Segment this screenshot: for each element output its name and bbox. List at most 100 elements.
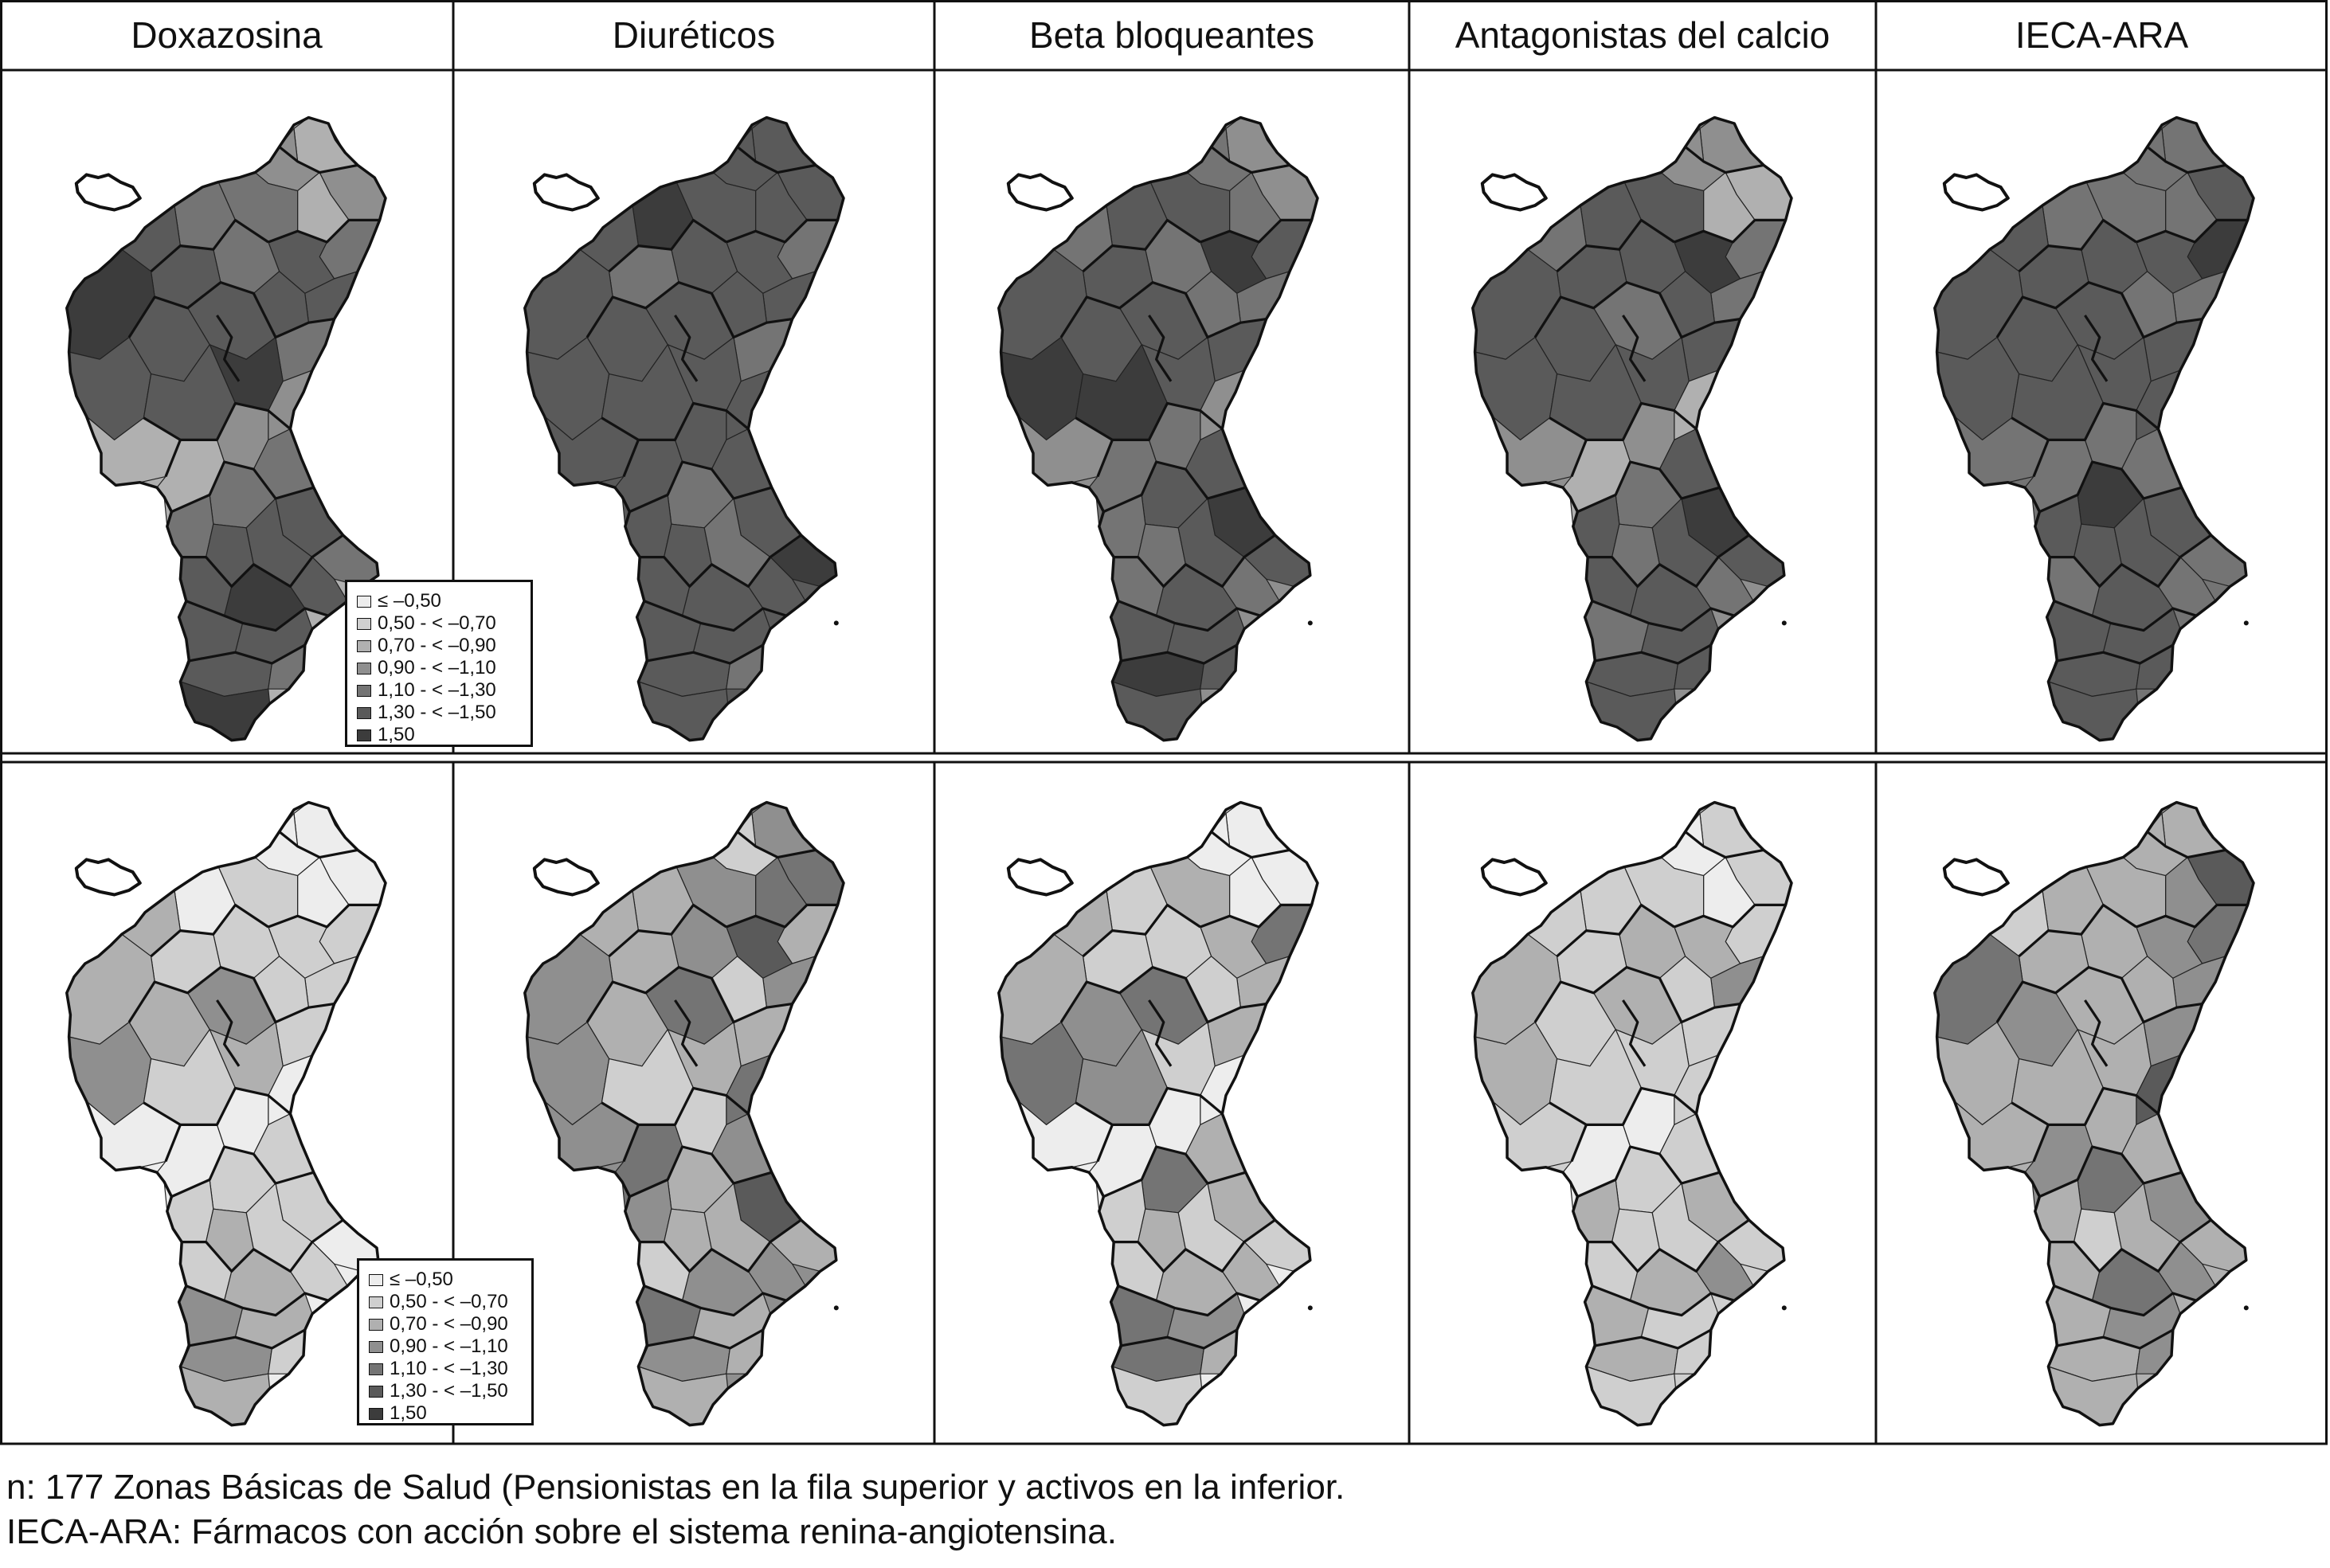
district-boundary <box>186 600 329 632</box>
district-boundary <box>2032 1124 2050 1162</box>
legend-item: 0,90 - < –1,10 <box>369 1335 520 1358</box>
column-header-antagonistas-calcio: Antagonistas del calcio <box>1455 14 1831 56</box>
choropleth-map-pensionistas-4 <box>1933 115 2255 742</box>
district-boundary <box>674 999 699 1067</box>
district-boundary <box>1102 1145 1247 1198</box>
district-boundary <box>1114 1218 1276 1273</box>
district-boundary <box>2055 643 2174 665</box>
island-mark <box>2243 1305 2249 1311</box>
region-outline <box>1933 800 2255 1427</box>
district-boundary <box>1148 999 1173 1067</box>
choropleth-map-activos-2 <box>997 800 1319 1427</box>
enclave-islet <box>74 173 142 212</box>
legend-item: 0,70 - < –0,90 <box>357 635 519 657</box>
district-boundary <box>216 315 241 382</box>
district-boundary <box>2050 534 2212 588</box>
legend-swatch <box>369 1318 383 1331</box>
legend-swatch <box>357 684 371 697</box>
district-boundary <box>187 643 306 665</box>
choropleth-map-activos-0 <box>65 800 387 1427</box>
district-boundary <box>1593 643 1712 665</box>
region-outline <box>997 800 1319 1427</box>
district-boundary <box>1096 439 1114 477</box>
legend-label: ≤ –0,50 <box>390 1269 453 1290</box>
district-boundary <box>1995 281 2203 339</box>
island-mark <box>833 1305 839 1311</box>
district-boundary <box>127 281 335 339</box>
district-boundary <box>170 460 315 514</box>
legend-item: 0,70 - < –0,90 <box>369 1313 520 1335</box>
region-outline <box>1471 800 1793 1427</box>
legend-swatch <box>357 639 371 652</box>
district-boundary <box>1549 401 1698 442</box>
district-boundary <box>736 831 816 859</box>
district-boundary <box>1593 1328 1712 1350</box>
district-boundary <box>644 600 787 632</box>
district-boundary <box>2011 401 2160 442</box>
legend-label: 1,30 - < –1,50 <box>390 1380 508 1402</box>
region-outline <box>1933 115 2255 742</box>
district-boundary <box>150 218 269 273</box>
column-header-doxazosina: Doxazosina <box>131 14 323 56</box>
island-mark <box>1307 620 1313 626</box>
district-boundary <box>1588 1218 1750 1273</box>
district-boundary <box>278 831 358 859</box>
legend-label: 1,10 - < –1,30 <box>378 679 496 701</box>
legend-swatch <box>369 1340 383 1353</box>
district-boundary <box>640 1218 802 1273</box>
legend-item: 1,10 - < –1,30 <box>357 679 519 702</box>
district-boundary <box>127 965 335 1024</box>
district-boundary <box>1674 218 1786 244</box>
district-boundary <box>2018 218 2137 273</box>
district-boundary <box>164 439 182 477</box>
enclave-islet <box>1480 858 1548 897</box>
note-line: IECA-ARA: Fármacos con acción sobre el s… <box>6 1512 1117 1551</box>
column-header-ieca-ara: IECA-ARA <box>2015 14 2189 56</box>
district-boundary <box>2038 1145 2183 1198</box>
legend-swatch <box>369 1407 383 1420</box>
district-boundary <box>1556 218 1675 273</box>
region-outline <box>997 115 1319 742</box>
district-boundary <box>1576 1145 1721 1198</box>
district-boundary <box>1148 315 1173 382</box>
column-header-beta-bloqueantes: Beta bloqueantes <box>1028 14 1315 56</box>
district-boundary <box>1576 460 1721 514</box>
district-boundary <box>2146 146 2226 174</box>
legend-swatch <box>369 1385 383 1398</box>
district-boundary <box>1674 903 1786 929</box>
district-boundary <box>736 146 816 174</box>
district-boundary <box>640 534 802 588</box>
district-boundary <box>2136 218 2248 244</box>
district-boundary <box>1592 1285 1735 1317</box>
district-boundary <box>1588 534 1750 588</box>
district-boundary <box>1592 600 1735 632</box>
legend-item: 1,30 - < –1,50 <box>369 1380 520 1402</box>
legend-item: 1,50 <box>357 724 519 746</box>
region-outline <box>65 800 387 1427</box>
note-line: n: 177 Zonas Básicas de Salud (Pensionis… <box>6 1468 1345 1507</box>
legend-top: ≤ –0,50 0,50 - < –0,70 0,70 - < –0,90 0,… <box>345 580 533 747</box>
district-boundary <box>1556 903 1675 958</box>
legend-swatch <box>357 617 371 630</box>
district-boundary <box>2050 1218 2212 1273</box>
enclave-islet <box>1480 173 1548 212</box>
district-boundary <box>2054 600 2197 632</box>
enclave-islet <box>1942 173 2010 212</box>
district-boundary <box>1059 281 1267 339</box>
region-outline <box>65 115 387 742</box>
district-boundary <box>278 146 358 174</box>
district-boundary <box>1533 281 1741 339</box>
figure-notes: n: 177 Zonas Básicas de Salud (Pensionis… <box>6 1465 1345 1554</box>
district-boundary <box>1075 401 1224 442</box>
enclave-islet <box>74 858 142 897</box>
district-boundary <box>143 1086 292 1127</box>
district-boundary <box>150 903 269 958</box>
district-boundary <box>1059 965 1267 1024</box>
district-boundary <box>1684 831 1764 859</box>
choropleth-map-activos-4 <box>1933 800 2255 1427</box>
district-boundary <box>1200 218 1312 244</box>
legend-swatch <box>357 729 371 741</box>
district-boundary <box>1119 1328 1238 1350</box>
district-boundary <box>1200 903 1312 929</box>
